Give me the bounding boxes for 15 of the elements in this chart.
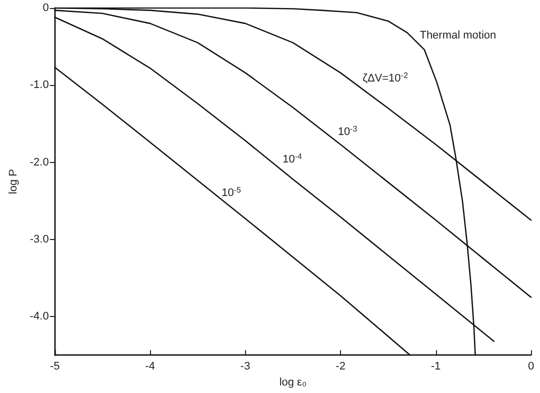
y-tick-label: -1.0 [30, 79, 49, 92]
y-tick-label: -2.0 [30, 156, 49, 168]
y-tick-label: -4.0 [30, 310, 49, 323]
x-tick-label: -1 [430, 360, 441, 373]
y-tick-label: 0 [42, 2, 49, 14]
x-tick-label: -5 [50, 360, 60, 373]
x-tick-label: 0 [528, 360, 534, 373]
x-axis-title: log ε₀ [279, 376, 307, 388]
y-axis-title: log P [8, 169, 20, 194]
x-tick-label: -2 [336, 360, 346, 373]
x-tick-label: -3 [240, 360, 250, 373]
x-tick-label: -4 [145, 360, 155, 373]
y-tick-label: -3.0 [30, 233, 49, 246]
line-series [54, 66, 411, 356]
annotation: Thermal motion [420, 29, 496, 42]
